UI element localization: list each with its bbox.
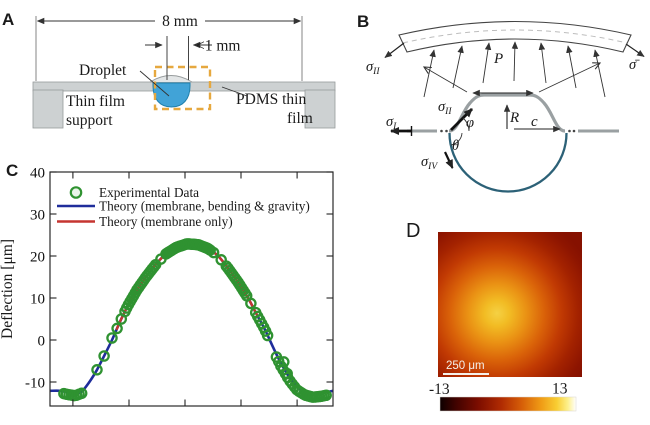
panel-a-schematic: A 8 mm <1 mm Droplet — [2, 10, 336, 129]
droplet-roi-box — [153, 65, 212, 111]
droplet-pointer-line — [139, 70, 170, 97]
scale-bar-label: 250 μm — [446, 360, 485, 372]
data-point-circle — [115, 313, 128, 325]
droplet-label: Droplet — [79, 62, 127, 79]
data-point-circle — [245, 297, 257, 310]
legend: Experimental Data Theory (membrane, bend… — [57, 185, 310, 229]
film-label-line1: PDMS thin — [236, 91, 306, 108]
theta-angle-arc — [450, 132, 463, 146]
data-point-circle — [278, 356, 290, 368]
sigma-iv-arrow — [444, 151, 454, 169]
colorbar-max-label: 13 — [552, 381, 568, 398]
support-block-right — [304, 89, 336, 129]
film-bump — [149, 75, 193, 83]
legend-label-theory-full: Theory (membrane, bending & gravity) — [99, 199, 310, 214]
y-tick-label: 30 — [30, 208, 45, 224]
droplet-arc — [448, 132, 568, 193]
data-point-circle — [148, 261, 160, 273]
pressure-label: P — [493, 51, 503, 67]
axis-ticks — [50, 171, 333, 406]
y-tick-label: 40 — [30, 166, 45, 182]
panel-d-label: D — [406, 220, 420, 242]
beam-arch — [398, 20, 632, 53]
zoom-line-right — [538, 62, 602, 93]
support-block-left — [32, 89, 64, 129]
legend-marker-experimental — [69, 186, 83, 199]
contact-radius-label: c — [531, 114, 538, 130]
deflection-heatmap — [438, 232, 582, 377]
y-tick-labels: 40 30 20 10 0 -10 — [25, 166, 45, 392]
sigma-ii-beam-label: σII — [366, 59, 380, 77]
y-tick-label: 10 — [30, 292, 45, 308]
sigma-iv-label: σIV — [421, 154, 438, 172]
pressure-arrows — [423, 41, 606, 98]
data-point-circle — [111, 322, 123, 335]
data-point-circle — [106, 332, 118, 344]
zoom-line-left — [422, 66, 468, 93]
colorbar — [439, 396, 577, 412]
experimental-points — [58, 238, 332, 403]
sigma-i-label: σI — [386, 114, 397, 132]
film-pointer-line — [221, 86, 248, 97]
width-dimension-label: 8 mm — [162, 13, 198, 30]
data-point-circle — [98, 350, 110, 362]
droplet-dimension-arrow: <1 mm — [145, 36, 240, 80]
panel-c-label: C — [6, 161, 18, 180]
legend-label-theory-membrane: Theory (membrane only) — [99, 214, 233, 229]
droplet-dimension-label: <1 mm — [196, 38, 240, 55]
data-point-circle — [75, 387, 88, 400]
sigma-bar-arrow — [625, 43, 645, 57]
sigma-ii-bump-label: σII — [438, 99, 452, 117]
theta-label: θ — [452, 138, 459, 154]
y-axis-label: Deflection [μm] — [0, 239, 16, 339]
data-point-circle — [91, 364, 103, 376]
data-point-circle — [207, 246, 220, 259]
panel-d-heatmap: D 250 μm -13 13 — [406, 220, 582, 412]
support-label-line1: Thin film — [66, 93, 125, 110]
sigma-ii-beam-arrow — [384, 42, 405, 58]
data-point-circle — [155, 253, 167, 265]
data-point-circle — [281, 367, 293, 380]
film-cross-section — [32, 75, 336, 129]
panel-b-label: B — [357, 12, 369, 31]
data-point-circle — [261, 329, 274, 342]
colorbar-min-label: -13 — [429, 381, 450, 398]
panel-a-label: A — [2, 10, 14, 29]
beam-centerline — [402, 29, 628, 44]
panel-c-chart: C 40 30 20 10 0 -10 Deflection [μm] Experimen… — [0, 161, 334, 407]
legend-label-experimental: Experimental Data — [99, 185, 199, 200]
plot-box — [49, 171, 334, 407]
sigma-bar-label: σ̄ — [629, 57, 640, 73]
film-label-line2: film — [287, 110, 313, 127]
y-tick-label: -10 — [25, 376, 45, 392]
y-tick-label: 0 — [38, 334, 46, 350]
y-tick-label: 20 — [30, 250, 45, 266]
panel-b-diagram: B σII σ̄ P — [357, 12, 645, 193]
data-point-circle — [215, 254, 227, 266]
phi-label: φ — [466, 115, 474, 131]
width-dimension-arrow: 8 mm — [35, 13, 303, 81]
radius-label: R — [509, 110, 519, 126]
sigma-ii-bump-arrow — [450, 108, 473, 131]
support-label-line2: support — [66, 112, 113, 129]
phi-angle-arc — [462, 117, 470, 132]
data-point-circle — [320, 389, 332, 402]
